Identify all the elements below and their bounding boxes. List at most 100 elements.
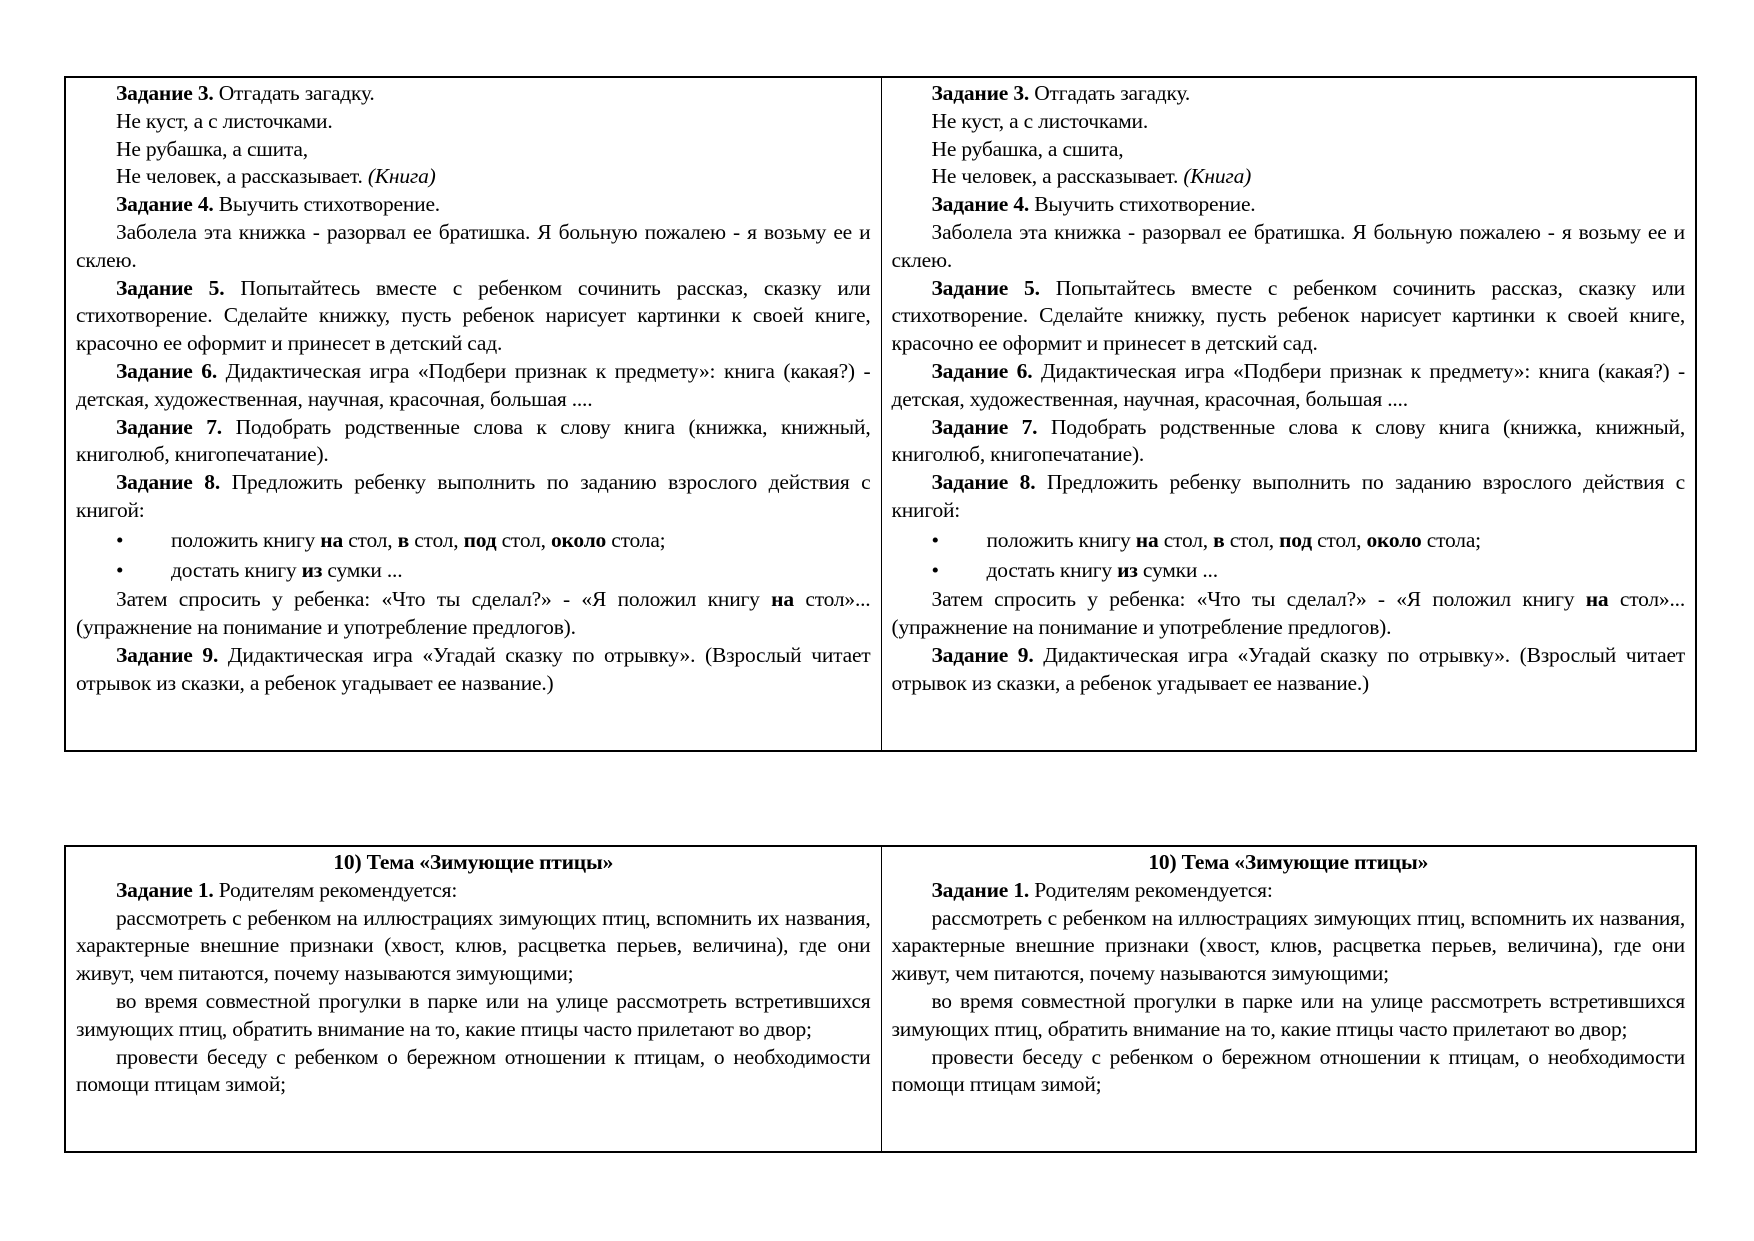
bold-text: Задание 9. [931, 642, 1034, 667]
paragraph: во время совместной прогулки в парке или… [892, 988, 1686, 1044]
paragraph: Задание 1. Родителям рекомендуется: [892, 877, 1686, 905]
paragraph: Задание 4. Выучить стихотворение. [76, 191, 871, 219]
text-run: достать книгу [171, 557, 302, 582]
bold-text: на [1135, 527, 1159, 552]
text-run: Предложить ребенку выполнить по заданию … [76, 470, 871, 522]
text-run: Выучить стихотворение. [213, 192, 440, 217]
bold-text: Задание 5. [116, 275, 225, 300]
tasks-table-books: Задание 3. Отгадать загадку. Не куст, а с… [64, 76, 1697, 752]
paragraph: Заболела эта книжка - разорвал ее братиш… [892, 219, 1686, 275]
text-run: Затем спросить у ребенка: «Что ты сделал… [931, 587, 1586, 612]
bold-text: Задание 3. [931, 81, 1030, 105]
bold-text: Задание 1. [931, 877, 1030, 902]
paragraph: Не куст, а с листочками. [892, 108, 1686, 136]
text-run: Заболела эта книжка - разорвал ее братиш… [76, 219, 871, 272]
text-run: Не куст, а с листочками. [931, 108, 1149, 133]
bold-text: 10) Тема «Зимующие птицы» [333, 850, 614, 874]
bold-text: Задание 9. [116, 642, 219, 667]
text-run: стол, [1224, 527, 1280, 552]
paragraph: рассмотреть с ребенком на иллюстрациях з… [892, 905, 1686, 988]
paragraph: Задание 6. Дидактическая игра «Подбери п… [892, 358, 1686, 414]
paragraph: Затем спросить у ребенка: «Что ты сделал… [76, 586, 871, 642]
text-run: положить книгу [986, 527, 1136, 552]
bold-text: Задание 4. [931, 192, 1030, 217]
bold-text: Задание 6. [931, 358, 1033, 383]
section-heading: 10) Тема «Зимующие птицы» [892, 849, 1686, 877]
bold-text: около [1366, 527, 1422, 552]
paragraph: провести беседу с ребенком о бережном от… [76, 1044, 871, 1100]
bold-text: на [320, 527, 344, 552]
text-run: стола; [606, 527, 666, 552]
paragraph: Задание 3. Отгадать загадку. [76, 80, 871, 108]
text-run: Родителям рекомендуется: [1029, 877, 1273, 902]
bullet-item: положить книгу на стол, в стол, под стол… [76, 527, 871, 555]
paragraph: рассмотреть с ребенком на иллюстрациях з… [76, 905, 871, 988]
table-cell-right: Задание 3. Отгадать загадку. Не куст, а с… [880, 78, 1696, 750]
text-run: Попытайтесь вместе с ребенком сочинить р… [891, 275, 1686, 356]
paragraph: Задание 9. Дидактическая игра «Угадай ск… [76, 642, 871, 698]
bold-text: из [301, 557, 323, 582]
bold-text: под [1279, 527, 1312, 552]
text-run: Попытайтесь вместе с ребенком сочинить р… [76, 275, 871, 356]
bullet-item: положить книгу на стол, в стол, под стол… [892, 527, 1686, 555]
paragraph: Задание 5. Попытайтесь вместе с ребенком… [892, 275, 1686, 358]
paragraph: Не рубашка, а сшита, [76, 136, 871, 164]
paragraph: Задание 7. Подобрать родственные слова к… [76, 414, 871, 470]
text-run: стол, [496, 527, 551, 552]
bold-text: Задание 6. [116, 358, 218, 383]
text-run: Отгадать загадку. [1029, 81, 1191, 105]
paragraph: во время совместной прогулки в парке или… [76, 988, 871, 1044]
bold-text: Задание 7. [116, 414, 222, 439]
bold-text: Задание 8. [116, 470, 221, 495]
bold-text: в [1213, 527, 1225, 552]
text-run: Родителям рекомендуется: [213, 877, 458, 902]
text-run: Подобрать родственные слова к слову книг… [76, 414, 871, 467]
paragraph: Задание 4. Выучить стихотворение. [892, 191, 1686, 219]
text-run: сумки ... [1137, 557, 1218, 582]
paragraph: Не рубашка, а сшита, [892, 136, 1686, 164]
text-run: Подобрать родственные слова к слову книг… [891, 414, 1686, 467]
text-run: достать книгу [986, 557, 1118, 582]
text-run: положить книгу [171, 527, 321, 552]
paragraph: провести беседу с ребенком о бережном от… [892, 1044, 1686, 1100]
text-run: стол, [1158, 527, 1214, 552]
text-run: стол»... (упражнение на понимание и упот… [76, 587, 871, 640]
section-heading: 10) Тема «Зимующие птицы» [76, 849, 871, 877]
bold-text: Задание 3. [116, 81, 214, 105]
paragraph: Задание 3. Отгадать загадку. [892, 80, 1686, 108]
text-run: во время совместной прогулки в парке или… [76, 988, 871, 1041]
bold-text: под [463, 527, 497, 552]
bullet-item: достать книгу из сумки ... [892, 557, 1686, 585]
table-cell-left: Задание 3. Отгадать загадку. Не куст, а с… [66, 78, 881, 750]
text-run: Дидактическая игра «Угадай сказку по отр… [76, 642, 871, 695]
text-run: Дидактическая игра «Подбери признак к пр… [891, 358, 1686, 411]
text-run: Не рубашка, а сшита, [931, 136, 1124, 161]
text-run: Не человек, а рассказывает. [931, 164, 1184, 189]
paragraph: Задание 7. Подобрать родственные слова к… [892, 414, 1686, 470]
bold-text: на [771, 587, 794, 612]
paragraph: Задание 6. Дидактическая игра «Подбери п… [76, 358, 871, 414]
italic-text: (Книга) [367, 164, 436, 189]
paragraph: Не человек, а рассказывает. (Книга) [76, 163, 871, 191]
paragraph: Задание 8. Предложить ребенку выполнить … [76, 469, 871, 525]
text-run: стол, [343, 527, 398, 552]
text-run: Заболела эта книжка - разорвал ее братиш… [891, 219, 1686, 272]
bold-text: Задание 4. [116, 192, 214, 217]
table-cell-right: 10) Тема «Зимующие птицы» Задание 1. Роди… [880, 847, 1696, 1151]
table-cell-left: 10) Тема «Зимующие птицы» Задание 1. Роди… [66, 847, 881, 1151]
text-run: во время совместной прогулки в парке или… [891, 988, 1686, 1041]
bold-text: около [550, 527, 607, 552]
text-run: провести беседу с ребенком о бережном от… [76, 1044, 871, 1097]
paragraph: Заболела эта книжка - разорвал ее братиш… [76, 219, 871, 275]
bold-text: 10) Тема «Зимующие птицы» [1148, 850, 1429, 874]
bold-text: на [1585, 587, 1609, 612]
paragraph: Не человек, а рассказывает. (Книга) [892, 163, 1686, 191]
bullet-item: достать книгу из сумки ... [76, 557, 871, 585]
bold-text: в [397, 527, 410, 552]
tasks-table-winter-birds: 10) Тема «Зимующие птицы» Задание 1. Роди… [64, 845, 1697, 1153]
text-run: стол, [1311, 527, 1367, 552]
bold-text: Задание 7. [931, 414, 1038, 439]
text-run: Затем спросить у ребенка: «Что ты сделал… [116, 587, 772, 612]
bold-text: Задание 8. [931, 470, 1036, 495]
text-run: Дидактическая игра «Подбери признак к пр… [76, 358, 871, 411]
